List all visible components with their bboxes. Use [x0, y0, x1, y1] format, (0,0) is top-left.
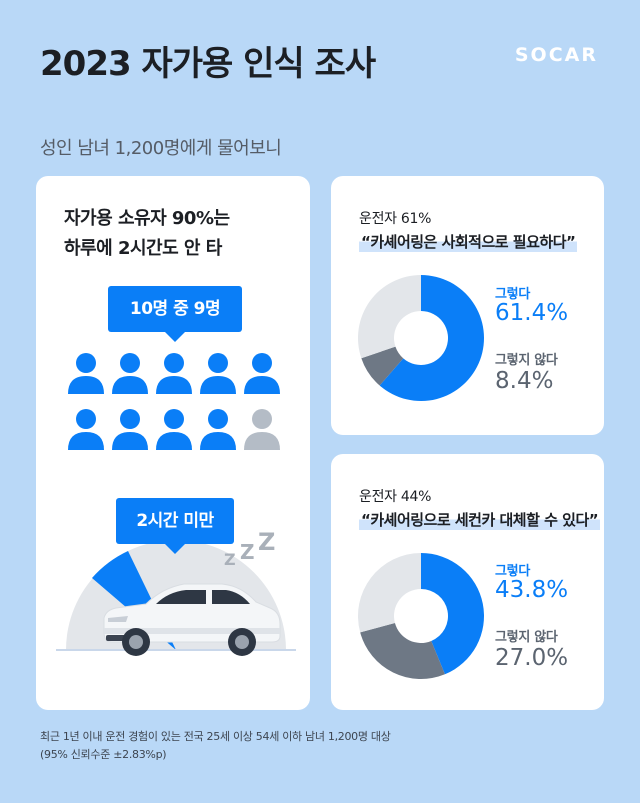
survey-1-donut-chart [358, 275, 484, 401]
person-icon-highlighted [200, 409, 236, 450]
person-icon-highlighted [68, 353, 104, 394]
footnote-line1: 최근 1년 이내 운전 경험이 있는 전국 25세 이상 54세 이하 남녀 1… [40, 730, 391, 743]
person-icon-highlighted [112, 353, 148, 394]
usage-headline: 자가용 소유자 90%는 하루에 2시간도 안 타 [64, 204, 230, 264]
survey-1-no-value: 8.4% [495, 368, 554, 394]
survey-2-no-value: 27.0% [495, 645, 569, 671]
survey-card-2: 운전자 44% “카셰어링으로 세컨카 대체할 수 있다” 그렇다 43.8% … [331, 454, 604, 710]
person-icon-highlighted [112, 409, 148, 450]
survey-2-yes-value: 43.8% [495, 577, 569, 603]
page-subtitle: 성인 남녀 1,200명에게 물어보니 [40, 138, 282, 159]
person-icon-highlighted [68, 409, 104, 450]
survey-1-yes-value: 61.4% [495, 300, 569, 326]
survey-card-1: 운전자 61% “카셰어링은 사회적으로 필요하다” 그렇다 61.4% 그렇지… [331, 176, 604, 435]
person-icon-highlighted [244, 353, 280, 394]
donut-slice-other [358, 553, 421, 633]
survey-2-yes-label: 그렇다 [495, 564, 530, 579]
usage-headline-line2: 하루에 2시간도 안 타 [64, 238, 222, 259]
donut-slice-yes [421, 553, 484, 675]
donut-slice-other [358, 275, 421, 359]
socar-logo: SOCAR [514, 44, 598, 66]
survey-1-respondents: 운전자 61% [359, 211, 432, 227]
survey-2-respondents: 운전자 44% [359, 489, 432, 505]
people-callout: 10명 중 9명 [108, 286, 242, 342]
footnote-line2: (95% 신뢰수준 ±2.83%p) [40, 748, 167, 761]
survey-1-no-label: 그렇지 않다 [495, 353, 558, 368]
survey-2-question: “카셰어링으로 세컨카 대체할 수 있다” [359, 509, 601, 530]
person-icon-highlighted [200, 353, 236, 394]
person-icon-highlighted [156, 353, 192, 394]
people-grid [66, 352, 286, 462]
donut-slice-no [361, 346, 404, 386]
person-icon [244, 409, 280, 450]
page-title: 2023 자가용 인식 조사 [40, 44, 376, 84]
time-callout: 2시간 미만 [116, 498, 234, 554]
zzz-large: Z [258, 528, 276, 556]
usage-headline-line1: 자가용 소유자 90%는 [64, 208, 230, 229]
survey-1-yes-label: 그렇다 [495, 287, 530, 302]
donut-slice-no [360, 623, 445, 679]
donut-slice-yes [379, 275, 484, 401]
person-icon-highlighted [156, 409, 192, 450]
usage-card: 자가용 소유자 90%는 하루에 2시간도 안 타 10명 중 9명 2시간 미… [36, 176, 310, 710]
survey-1-question: “카셰어링은 사회적으로 필요하다” [359, 231, 578, 252]
survey-2-no-label: 그렇지 않다 [495, 630, 558, 645]
survey-2-donut-chart [358, 553, 484, 679]
footnote: 최근 1년 이내 운전 경험이 있는 전국 25세 이상 54세 이하 남녀 1… [40, 728, 391, 764]
zzz-medium: Z [240, 540, 255, 564]
car-icon [103, 583, 281, 656]
zzz-small: Z [224, 550, 236, 569]
time-gauge [56, 540, 296, 656]
